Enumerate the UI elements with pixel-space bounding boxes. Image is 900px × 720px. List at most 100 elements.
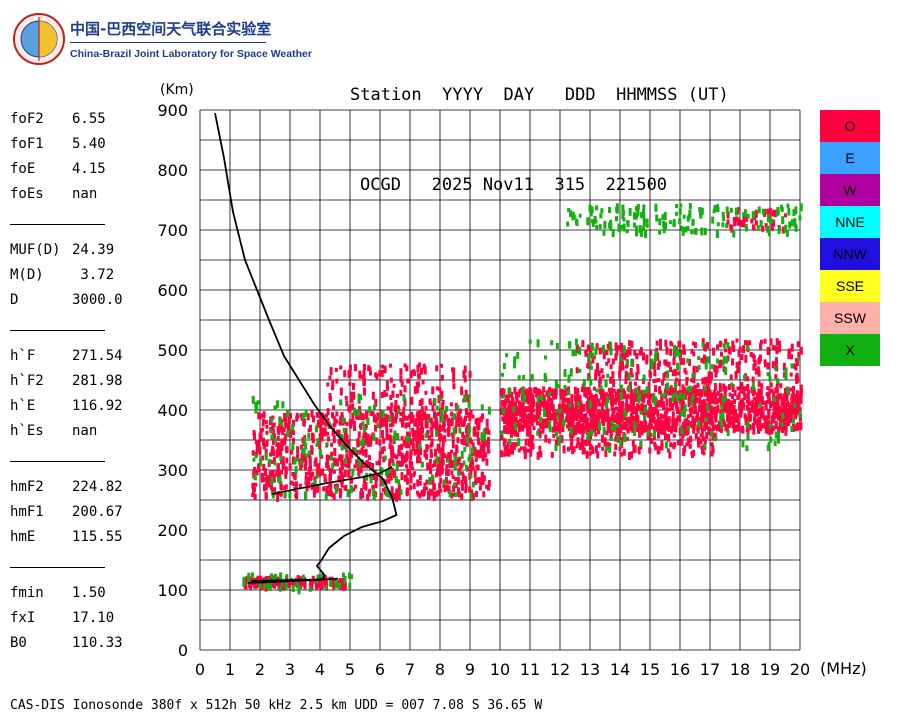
echo-point xyxy=(299,460,303,466)
echo-point xyxy=(271,428,275,435)
echo-point xyxy=(325,442,329,447)
y-tick-label: 600 xyxy=(157,281,188,300)
echo-point xyxy=(605,361,609,366)
echo-point xyxy=(654,378,658,383)
echo-point xyxy=(788,221,792,229)
echo-point xyxy=(440,467,444,475)
echo-point xyxy=(429,426,433,431)
echo-point xyxy=(268,583,272,592)
param-value: 271.54 xyxy=(72,347,123,364)
echo-point xyxy=(721,211,725,218)
echo-point xyxy=(644,229,648,238)
echo-point xyxy=(395,393,399,398)
echo-point xyxy=(663,212,667,221)
echo-point xyxy=(709,410,713,418)
echo-point xyxy=(362,369,366,378)
echo-point xyxy=(454,451,458,456)
echo-point xyxy=(625,418,629,425)
echo-point xyxy=(303,418,307,423)
echo-point xyxy=(377,459,381,466)
echo-point xyxy=(779,417,783,423)
echo-point xyxy=(774,345,778,352)
echo-point xyxy=(746,420,750,429)
echo-point xyxy=(301,447,305,453)
echo-point xyxy=(601,388,605,397)
echo-point xyxy=(690,406,694,413)
echo-point xyxy=(630,390,634,398)
echo-point xyxy=(775,338,779,346)
echo-point xyxy=(672,219,676,228)
echo-points xyxy=(242,203,803,595)
echo-point xyxy=(538,389,542,397)
echo-point xyxy=(368,406,372,414)
echo-point xyxy=(502,388,506,393)
echo-point xyxy=(784,224,788,233)
echo-point xyxy=(795,358,799,366)
echo-point xyxy=(380,391,384,398)
echo-point xyxy=(487,449,491,454)
echo-point xyxy=(591,357,595,364)
echo-point xyxy=(725,224,729,229)
echo-point xyxy=(400,443,404,450)
echo-point xyxy=(528,339,532,344)
echo-point xyxy=(251,450,255,456)
echo-point xyxy=(383,455,387,461)
echo-point xyxy=(642,218,646,227)
echo-point xyxy=(796,422,800,431)
echo-point xyxy=(750,218,754,224)
parameter-panel: foF2 6.55 foF1 5.40 foE 4.15 foEs nan MUF(D) 24.3… xyxy=(10,106,130,673)
echo-point xyxy=(457,408,461,417)
echo-point xyxy=(517,391,521,398)
echo-point xyxy=(337,440,341,445)
echo-point xyxy=(273,487,277,496)
echo-point xyxy=(732,414,736,423)
echo-point xyxy=(728,347,732,355)
echo-point xyxy=(591,352,595,359)
echo-point xyxy=(284,484,288,490)
echo-point xyxy=(798,215,802,221)
echo-point xyxy=(712,364,716,370)
echo-point xyxy=(587,352,591,360)
echo-point xyxy=(399,411,403,416)
echo-point xyxy=(607,358,611,364)
echo-point xyxy=(616,406,620,412)
echo-point xyxy=(614,406,618,411)
echo-point xyxy=(672,433,676,438)
echo-point xyxy=(692,377,696,384)
echo-point xyxy=(253,468,257,475)
echo-point xyxy=(766,208,770,215)
echo-point xyxy=(330,412,334,419)
param-name: foF1 xyxy=(10,135,44,152)
echo-point xyxy=(699,214,703,219)
echo-point xyxy=(586,431,590,440)
echo-point xyxy=(386,414,390,419)
echo-point xyxy=(776,413,780,419)
echo-point xyxy=(766,386,770,391)
echo-point xyxy=(261,427,265,432)
echo-point xyxy=(747,389,751,394)
lab-logo-emblem xyxy=(13,13,65,65)
echo-point xyxy=(244,577,248,583)
echo-point xyxy=(663,392,667,397)
echo-point xyxy=(397,484,401,492)
echo-point xyxy=(674,392,678,397)
echo-point xyxy=(353,364,357,372)
echo-point xyxy=(747,409,751,418)
echo-point xyxy=(658,390,662,395)
echo-point xyxy=(442,483,446,488)
echo-point xyxy=(433,459,437,467)
echo-point xyxy=(768,423,772,429)
echo-point xyxy=(692,427,696,434)
param-row: hmE 115.55 xyxy=(10,524,130,549)
echo-point xyxy=(774,395,778,401)
echo-point xyxy=(329,455,333,461)
echo-point xyxy=(263,583,267,589)
echo-point xyxy=(320,573,324,579)
echo-point xyxy=(419,447,423,456)
echo-point xyxy=(636,396,640,401)
echo-point xyxy=(457,470,461,476)
echo-point xyxy=(278,416,282,424)
echo-point xyxy=(464,479,468,486)
echo-point xyxy=(706,341,710,349)
echo-point xyxy=(447,424,451,432)
